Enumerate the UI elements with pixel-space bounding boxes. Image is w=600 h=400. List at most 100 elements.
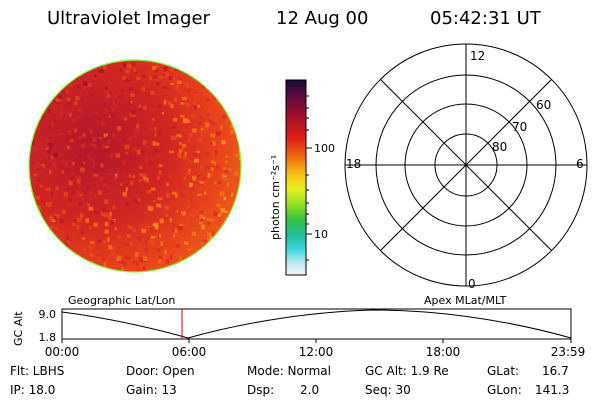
image-pixel	[230, 124, 235, 129]
image-pixel	[238, 209, 241, 214]
image-pixel	[142, 266, 146, 270]
image-pixel	[137, 269, 141, 272]
image-pixel	[126, 80, 130, 83]
image-pixel	[205, 122, 210, 128]
image-pixel	[40, 184, 43, 188]
image-pixel	[192, 152, 198, 157]
image-pixel	[141, 228, 147, 233]
image-pixel	[38, 205, 41, 210]
image-pixel	[83, 191, 86, 194]
image-pixel	[48, 202, 52, 207]
image-pixel	[178, 154, 182, 159]
image-pixel	[113, 101, 116, 106]
image-pixel	[149, 238, 152, 243]
image-pixel	[86, 228, 90, 233]
image-pixel	[120, 182, 123, 187]
image-pixel	[48, 157, 51, 161]
image-pixel	[170, 236, 173, 242]
image-pixel	[155, 224, 159, 230]
image-pixel	[198, 121, 201, 125]
image-pixel	[88, 197, 92, 202]
image-pixel	[61, 188, 64, 192]
info-door: Door: Open	[126, 364, 195, 378]
image-pixel	[124, 269, 129, 272]
image-pixel	[93, 149, 98, 153]
image-pixel	[221, 140, 226, 145]
image-pixel	[201, 224, 205, 230]
image-pixel	[75, 175, 81, 180]
image-pixel	[66, 187, 70, 192]
image-pixel	[63, 88, 67, 91]
image-pixel	[126, 64, 132, 69]
image-pixel	[63, 191, 69, 197]
image-pixel	[84, 117, 90, 121]
image-pixel	[150, 187, 156, 191]
image-pixel	[67, 71, 71, 74]
image-pixel	[229, 230, 232, 233]
image-pixel	[146, 189, 152, 194]
image-pixel	[198, 221, 203, 225]
polar-diagonal-2	[380, 79, 552, 251]
image-pixel	[206, 155, 210, 159]
image-pixel	[228, 231, 231, 235]
image-pixel	[99, 60, 103, 64]
image-pixel	[200, 268, 204, 272]
image-pixel	[66, 70, 72, 73]
image-pixel	[29, 126, 34, 132]
image-pixel	[177, 178, 181, 182]
image-pixel	[61, 219, 65, 224]
image-pixel	[171, 195, 176, 199]
image-pixel	[205, 152, 210, 157]
time-label: 05:42:31 UT	[430, 8, 541, 29]
image-pixel	[46, 148, 51, 154]
image-pixel	[134, 258, 138, 263]
image-pixel	[159, 233, 162, 238]
image-pixel	[78, 126, 81, 131]
image-pixel	[76, 190, 80, 195]
image-pixel	[154, 68, 159, 73]
image-pixel	[191, 231, 196, 236]
image-pixel	[38, 221, 41, 225]
image-pixel	[78, 184, 82, 187]
image-pixel	[176, 80, 182, 84]
apex-label: Apex MLat/MLT	[424, 294, 507, 307]
image-pixel	[148, 206, 154, 212]
image-pixel	[154, 133, 157, 137]
image-pixel	[238, 218, 241, 221]
image-pixel	[122, 63, 127, 68]
image-pixel	[63, 80, 67, 84]
image-pixel	[67, 218, 71, 221]
image-pixel	[216, 159, 221, 163]
image-pixel	[182, 155, 187, 160]
image-pixel	[47, 124, 52, 130]
image-pixel	[112, 133, 116, 138]
image-pixel	[131, 62, 136, 66]
image-pixel	[68, 247, 72, 252]
image-pixel	[172, 136, 177, 140]
image-pixel	[135, 262, 139, 266]
image-pixel	[109, 91, 112, 95]
image-pixel	[47, 85, 51, 88]
image-pixel	[133, 178, 136, 183]
image-pixel	[120, 260, 125, 264]
image-pixel	[50, 122, 54, 127]
image-pixel	[47, 139, 50, 142]
image-pixel	[141, 173, 147, 178]
image-pixel	[174, 109, 179, 113]
image-pixel	[62, 91, 66, 95]
image-pixel	[103, 128, 109, 132]
image-pixel	[158, 79, 163, 83]
image-pixel	[55, 186, 59, 191]
mlt-label-0: 0	[468, 277, 476, 291]
image-pixel	[179, 135, 182, 138]
image-pixel	[170, 67, 174, 71]
image-pixel	[66, 100, 72, 106]
image-pixel	[56, 243, 61, 246]
colorbar-unit-label: photon cm⁻²s⁻¹	[269, 155, 282, 240]
image-pixel	[233, 229, 237, 233]
image-pixel	[159, 219, 164, 223]
image-pixel	[184, 151, 187, 157]
image-pixel	[186, 205, 190, 209]
image-pixel	[35, 196, 40, 200]
image-pixel	[176, 134, 181, 137]
